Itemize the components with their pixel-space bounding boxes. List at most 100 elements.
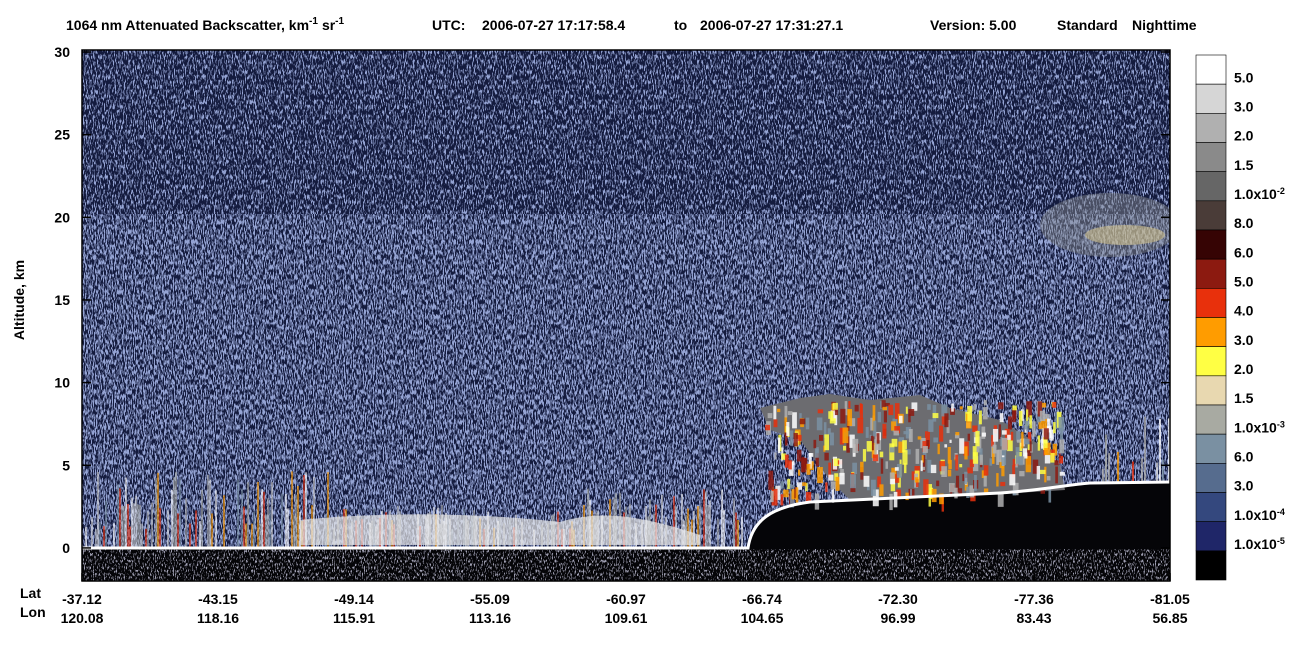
cloud-feature xyxy=(905,449,911,455)
title-utc-label: UTC: xyxy=(432,17,465,33)
cloud-feature xyxy=(983,465,989,476)
cloud-feature xyxy=(1054,460,1059,466)
cloud-feature xyxy=(815,447,819,458)
cloud-feature xyxy=(849,418,856,427)
cloud-feature xyxy=(825,482,828,493)
x-tick-label: -49.14 xyxy=(334,591,374,607)
cloud-feature xyxy=(852,462,857,475)
cloud-feature xyxy=(930,464,937,474)
title-unit: sr xyxy=(322,17,336,33)
cloud-feature xyxy=(830,432,834,446)
colorbar-label: 5.0 xyxy=(1234,274,1254,290)
cloud-feature xyxy=(1001,457,1005,466)
cloud-feature xyxy=(889,472,895,484)
cloud-feature xyxy=(865,426,869,438)
cloud-feature xyxy=(908,409,915,416)
colorbar-swatch xyxy=(1195,83,1227,114)
cloud-feature xyxy=(1026,409,1029,427)
cloud-feature xyxy=(902,440,907,453)
colorbar-swatch xyxy=(1195,521,1227,552)
colorbar-label-exp: -3 xyxy=(1277,419,1285,429)
cloud-feature xyxy=(924,431,930,447)
colorbar-label-text: 1.5 xyxy=(1234,157,1254,173)
cloud-feature xyxy=(896,463,902,478)
cloud-feature xyxy=(816,417,823,431)
cloud-feature xyxy=(1016,439,1022,443)
cloud-feature xyxy=(1009,474,1016,486)
cloud-feature xyxy=(840,408,846,424)
cloud-feature xyxy=(959,464,963,468)
cloud-feature xyxy=(1000,436,1003,447)
cloud-feature xyxy=(908,413,911,423)
aerosol-layer xyxy=(300,514,700,545)
cloud-feature xyxy=(923,479,929,496)
cloud-feature xyxy=(1001,461,1005,477)
cloud-feature xyxy=(1042,419,1048,436)
cloud-feature xyxy=(770,491,774,503)
cloud-feature xyxy=(1043,428,1049,440)
title-sup: -1 xyxy=(309,16,318,27)
cloud-feature xyxy=(939,493,944,505)
cloud-feature xyxy=(891,438,898,447)
colorbar-swatch xyxy=(1195,550,1227,581)
colorbar-label: 4.0 xyxy=(1234,303,1254,319)
cloud-feature xyxy=(920,466,925,471)
cloud-feature xyxy=(899,415,903,424)
cloud-feature xyxy=(795,434,802,441)
x-tick-label: -43.15 xyxy=(198,591,238,607)
colorbar-swatch xyxy=(1195,229,1227,260)
title-mode: Nighttime xyxy=(1132,17,1197,33)
cloud-feature xyxy=(1037,435,1041,451)
cloud-feature xyxy=(903,431,910,435)
x-tick-label: 118.16 xyxy=(197,610,239,626)
cloud-feature xyxy=(1015,447,1020,464)
cloud-feature xyxy=(996,473,999,487)
colorbar-label: 1.0x10-4 xyxy=(1234,507,1285,523)
cloud-feature xyxy=(850,474,856,489)
cloud-feature xyxy=(1059,425,1063,440)
colorbar-label-text: 1.0x10 xyxy=(1234,186,1277,202)
colorbar-swatch xyxy=(1195,375,1227,406)
colorbar-label-exp: -4 xyxy=(1277,507,1285,517)
cloud-feature xyxy=(973,403,976,411)
cloud-feature xyxy=(835,476,840,491)
cloud-feature xyxy=(894,426,901,434)
cloud-feature xyxy=(1044,454,1051,464)
y-tick-label: 0 xyxy=(62,540,70,556)
cloud-feature xyxy=(1037,401,1043,417)
colorbar-label: 1.5 xyxy=(1234,157,1254,173)
cloud-feature xyxy=(1025,456,1032,473)
cloud-feature xyxy=(808,452,812,469)
cloud-feature xyxy=(916,479,919,488)
cloud-feature xyxy=(969,485,975,498)
colorbar-label-text: 6.0 xyxy=(1234,449,1254,465)
cloud-feature xyxy=(1050,452,1055,463)
cloud-feature xyxy=(1007,416,1012,430)
cloud-feature xyxy=(801,456,805,473)
title-to: to xyxy=(674,17,687,33)
x-tick-label: 115.91 xyxy=(333,610,375,626)
cloud-feature xyxy=(927,404,931,410)
cloud-feature xyxy=(781,453,787,460)
cloud-feature xyxy=(979,448,983,461)
cloud-feature xyxy=(870,435,874,451)
x-tick-label: 113.16 xyxy=(469,610,511,626)
cloud-feature xyxy=(786,422,790,436)
cloud-feature xyxy=(1018,456,1023,466)
cloud-feature xyxy=(974,474,977,491)
x-tick-label: 96.99 xyxy=(880,610,915,626)
y-axis-label: Altitude, km xyxy=(11,260,27,340)
cloud-feature xyxy=(948,459,952,470)
cloud-feature xyxy=(951,403,954,412)
title-start: 2006-07-27 17:17:58.4 xyxy=(482,17,625,33)
cloud-feature xyxy=(848,401,851,409)
cloud-feature xyxy=(954,434,960,439)
y-tick-label: 10 xyxy=(54,375,70,391)
cloud-feature xyxy=(872,405,876,422)
cloud-feature xyxy=(927,459,932,473)
cloud-feature xyxy=(860,466,864,480)
cloud-feature xyxy=(767,413,773,419)
cloud-feature xyxy=(834,407,839,416)
cloud-feature xyxy=(828,411,834,419)
